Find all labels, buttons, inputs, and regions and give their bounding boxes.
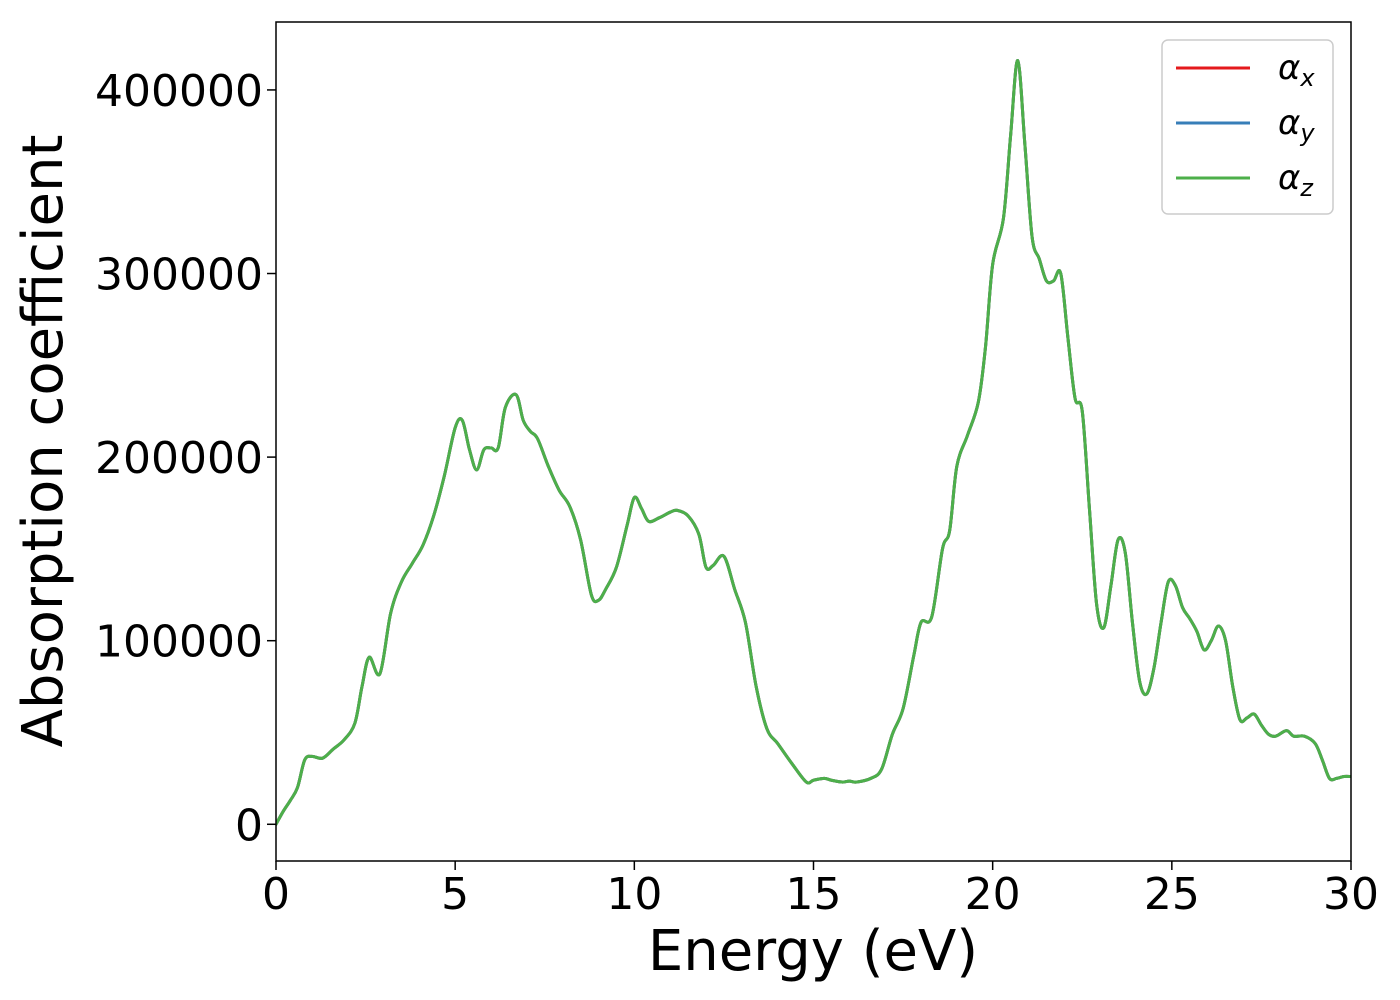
x-tick-label: 20 <box>965 869 1021 920</box>
series-line-z <box>276 59 1351 826</box>
series-layer <box>276 59 1351 826</box>
x-tick-label: 0 <box>262 869 290 920</box>
legend-box <box>1161 39 1334 215</box>
y-tick-label: 100000 <box>95 617 263 668</box>
y-axis-label: Absorption coefficient <box>11 135 76 748</box>
y-tick-label: 300000 <box>95 250 263 301</box>
legend: αx αy αz <box>1161 39 1334 215</box>
y-tick-label: 200000 <box>95 433 263 484</box>
x-tick-label: 5 <box>441 869 469 920</box>
legend-label-y: αy <box>1278 103 1315 147</box>
x-axis-ticks: 0 5 10 15 20 25 30 <box>262 861 1379 920</box>
legend-label-x: αx <box>1278 48 1315 92</box>
x-tick-label: 10 <box>606 869 662 920</box>
y-axis-ticks: 0 100000 200000 300000 400000 <box>95 66 276 851</box>
y-tick-label: 0 <box>235 800 263 851</box>
x-tick-label: 15 <box>786 869 842 920</box>
y-tick-label: 400000 <box>95 66 263 117</box>
x-axis-label: Energy (eV) <box>648 919 978 984</box>
x-tick-label: 25 <box>1144 869 1200 920</box>
x-tick-label: 30 <box>1323 869 1379 920</box>
legend-label-z: αz <box>1278 158 1314 202</box>
